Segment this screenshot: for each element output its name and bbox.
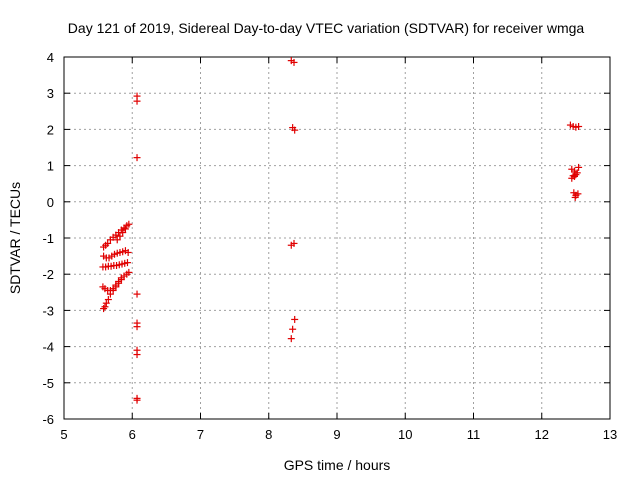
y-tick-label: -5 xyxy=(42,376,54,391)
data-point xyxy=(125,220,133,228)
data-point xyxy=(124,248,132,256)
x-tick-label: 9 xyxy=(333,427,340,442)
data-point xyxy=(290,58,298,66)
data-point xyxy=(112,281,120,289)
y-tick-label: -6 xyxy=(42,412,54,427)
x-tick-label: 7 xyxy=(197,427,204,442)
y-tick-label: -1 xyxy=(42,231,54,246)
data-point xyxy=(113,236,121,244)
y-tick-label: -4 xyxy=(42,340,54,355)
y-axis-label: SDTVAR / TECUs xyxy=(7,182,23,294)
data-point xyxy=(121,225,129,233)
y-tick-label: 1 xyxy=(47,159,54,174)
data-point xyxy=(290,239,298,247)
data-point xyxy=(116,232,124,240)
x-tick-label: 6 xyxy=(129,427,136,442)
y-tick-label: 3 xyxy=(47,86,54,101)
data-point xyxy=(291,315,299,323)
x-tick-label: 5 xyxy=(60,427,67,442)
data-point xyxy=(102,299,110,307)
y-tick-label: -2 xyxy=(42,267,54,282)
x-tick-label: 12 xyxy=(535,427,549,442)
x-axis-label: GPS time / hours xyxy=(284,457,391,473)
x-tick-label: 11 xyxy=(467,427,481,442)
data-point xyxy=(571,193,579,201)
data-point xyxy=(104,296,112,304)
data-point xyxy=(133,323,141,331)
data-point xyxy=(133,154,141,162)
data-point xyxy=(133,396,141,404)
data-point xyxy=(117,274,125,282)
x-tick-label: 8 xyxy=(265,427,272,442)
data-point xyxy=(571,172,579,180)
grid-layer xyxy=(64,57,610,419)
data-point xyxy=(575,163,583,171)
data-point xyxy=(575,123,583,131)
data-point xyxy=(119,229,127,237)
data-point xyxy=(133,290,141,298)
data-point xyxy=(291,126,299,134)
data-point xyxy=(133,97,141,105)
x-tick-label: 13 xyxy=(603,427,617,442)
data-points xyxy=(99,57,583,404)
y-tick-label: -3 xyxy=(42,303,54,318)
x-tick-label: 10 xyxy=(398,427,412,442)
data-point xyxy=(109,285,117,293)
data-point xyxy=(123,259,131,267)
y-tick-label: 2 xyxy=(47,122,54,137)
y-tick-label: 4 xyxy=(47,50,54,65)
data-point xyxy=(133,351,141,359)
y-tick-label: 0 xyxy=(47,195,54,210)
chart-title: Day 121 of 2019, Sidereal Day-to-day VTE… xyxy=(68,20,585,36)
data-point xyxy=(574,190,582,198)
data-point xyxy=(125,268,133,276)
data-point xyxy=(287,335,295,343)
data-point xyxy=(289,325,297,333)
data-point xyxy=(101,303,109,311)
data-point xyxy=(104,239,112,247)
data-point xyxy=(115,277,123,285)
